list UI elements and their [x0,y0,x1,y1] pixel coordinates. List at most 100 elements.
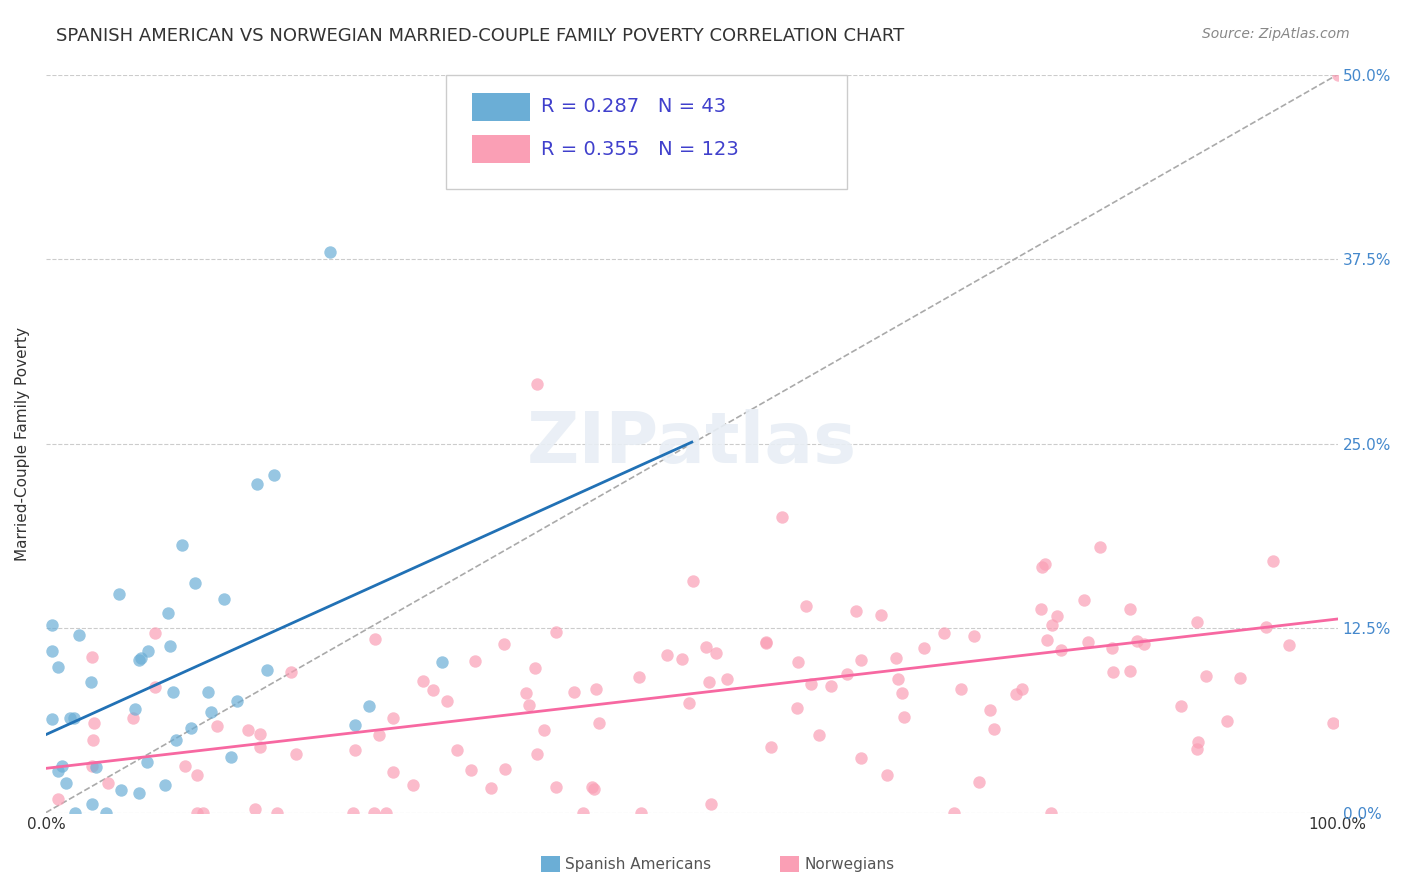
Point [51,759,73,773]
Point [165,733,187,747]
Point [80,759,103,773]
Point [934,626,956,640]
Point [1031,560,1053,574]
Point [108,586,131,600]
Point [1039,805,1062,820]
Point [357,698,380,713]
Point [41,712,63,726]
FancyBboxPatch shape [472,135,530,163]
Point [983,723,1005,737]
Point [979,703,1001,717]
Point [572,805,595,820]
Point [515,685,537,699]
Point [1278,639,1301,653]
Point [153,778,176,792]
Text: SPANISH AMERICAN VS NORWEGIAN MARRIED-COUPLE FAMILY POVERTY CORRELATION CHART: SPANISH AMERICAN VS NORWEGIAN MARRIED-CO… [56,27,904,45]
Point [851,751,873,765]
Point [1194,668,1216,682]
Point [186,768,208,782]
Point [761,740,783,755]
Point [807,728,830,742]
Point [657,648,679,663]
Point [128,786,150,800]
Point [375,805,398,820]
Point [343,743,366,757]
Point [368,728,391,742]
Point [162,685,184,699]
Point [143,625,166,640]
Point [1170,699,1192,714]
Point [755,636,778,650]
Point [851,653,873,667]
Point [1101,640,1123,655]
Point [41,617,63,632]
Text: R = 0.355   N = 123: R = 0.355 N = 123 [541,139,738,159]
Point [249,740,271,755]
Point [225,694,247,708]
Point [1126,634,1149,648]
Point [562,685,585,699]
Point [1101,665,1123,679]
Point [943,805,966,820]
Point [949,682,972,697]
Point [786,701,808,715]
Point [628,670,651,684]
Point [41,644,63,658]
Point [526,377,548,392]
Point [63,711,86,725]
Text: ZIPatlas: ZIPatlas [527,409,856,478]
Point [1077,635,1099,649]
Point [963,629,986,643]
Point [46,660,69,674]
Point [184,575,207,590]
Point [263,467,285,482]
Point [170,539,193,553]
Point [517,698,540,713]
Point [1261,554,1284,568]
Point [1088,540,1111,554]
Point [893,710,915,724]
Point [82,733,104,747]
Point [122,711,145,725]
Point [787,655,810,669]
Point [436,694,458,708]
Point [124,702,146,716]
Point [96,805,118,820]
Point [246,477,269,491]
Point [820,679,842,693]
Text: Norwegians: Norwegians [804,857,894,871]
Point [186,805,208,820]
Point [460,763,482,777]
Point [1326,68,1348,82]
Point [1046,608,1069,623]
Point [912,640,935,655]
Point [138,644,160,658]
Point [214,591,236,606]
Point [97,775,120,789]
Point [583,782,606,797]
Point [412,674,434,689]
Point [1254,620,1277,634]
Point [67,628,90,642]
Point [876,767,898,781]
Point [422,682,444,697]
Point [695,640,717,654]
Point [84,760,107,774]
Point [82,649,104,664]
Point [967,775,990,789]
Point [870,608,893,623]
Point [280,665,302,680]
Point [363,805,385,820]
Point [585,681,607,696]
Point [46,764,69,778]
Point [191,805,214,820]
Point [63,805,86,820]
Point [128,653,150,667]
Point [1005,687,1028,701]
Point [630,805,652,820]
Point [524,661,547,675]
Point [699,675,721,690]
Point [1050,643,1073,657]
Point [159,639,181,653]
Point [83,715,105,730]
